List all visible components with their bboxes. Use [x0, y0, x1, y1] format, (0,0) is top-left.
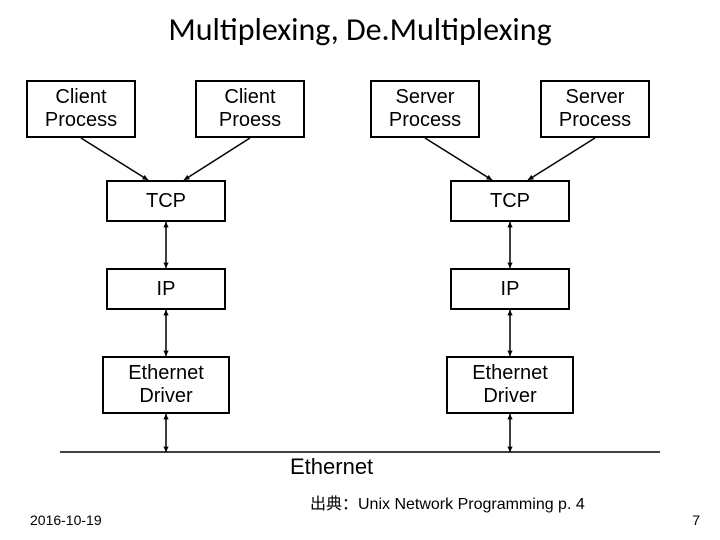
box-client-process-2: ClientProess — [195, 80, 305, 138]
box-tcp-right: TCP — [450, 180, 570, 222]
citation-text: 出典：Unix Network Programming p. 4 — [310, 490, 585, 514]
box-tcp-left: TCP — [106, 180, 226, 222]
box-ip-left: IP — [106, 268, 226, 310]
slide-title: Multiplexing, De.Multiplexing — [0, 10, 720, 49]
footer-date: 2016-10-19 — [30, 512, 102, 528]
box-ip-right: IP — [450, 268, 570, 310]
footer-page-number: 7 — [692, 512, 700, 528]
box-eth-driver-left: EthernetDriver — [102, 356, 230, 414]
box-client-process-1: ClientProcess — [26, 80, 136, 138]
box-server-process-1: ServerProcess — [370, 80, 480, 138]
ethernet-label: Ethernet — [290, 454, 373, 480]
box-server-process-2: ServerProcess — [540, 80, 650, 138]
box-eth-driver-right: EthernetDriver — [446, 356, 574, 414]
